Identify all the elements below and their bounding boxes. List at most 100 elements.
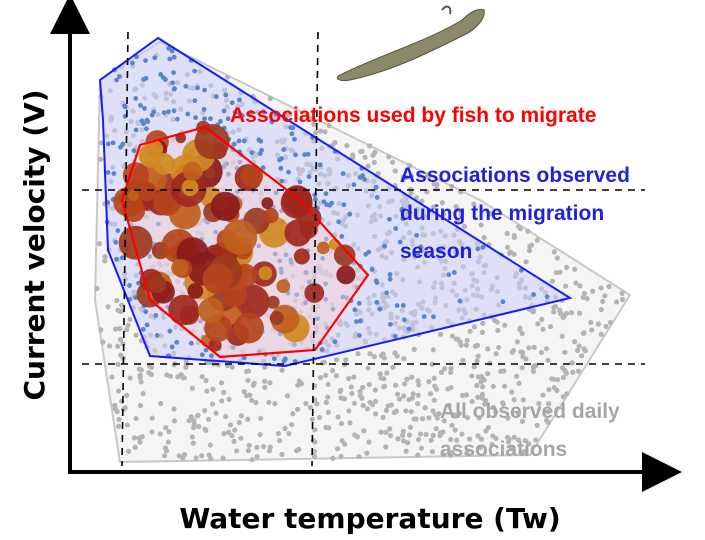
- observation-dot: [266, 399, 272, 406]
- observation-dot: [384, 370, 390, 376]
- observation-dot: [348, 384, 354, 390]
- observation-dot: [260, 444, 267, 450]
- observation-dot: [232, 427, 238, 433]
- season-dot: [392, 333, 398, 339]
- observation-dot: [516, 223, 522, 230]
- season-dot: [279, 178, 285, 184]
- observation-dot: [218, 380, 225, 386]
- observation-dot: [436, 411, 442, 417]
- season-dot: [202, 116, 207, 122]
- observation-dot: [96, 241, 102, 247]
- season-dot: [153, 313, 159, 318]
- observation-dot: [119, 302, 125, 308]
- observation-dot: [400, 428, 407, 434]
- observation-dot: [272, 401, 278, 407]
- observation-dot: [361, 428, 367, 434]
- observation-dot: [415, 392, 421, 398]
- observation-dot: [515, 410, 522, 417]
- observation-dot: [489, 441, 495, 447]
- observation-dot: [536, 400, 542, 407]
- season-dot: [382, 243, 387, 249]
- observation-dot: [190, 440, 196, 446]
- observation-dot: [431, 375, 437, 381]
- observation-dot: [448, 365, 454, 372]
- season-dot: [213, 94, 219, 99]
- observation-dot: [408, 190, 414, 196]
- observation-dot: [588, 319, 594, 326]
- season-dot: [256, 137, 262, 143]
- observation-dot: [392, 168, 398, 174]
- observation-dot: [509, 389, 515, 395]
- observation-dot: [312, 427, 318, 433]
- observation-dot: [546, 401, 552, 407]
- observation-dot: [138, 367, 144, 373]
- observation-dot: [333, 373, 340, 379]
- observation-dot: [115, 423, 122, 429]
- season-dot: [167, 56, 173, 62]
- migration-dot: [181, 179, 199, 197]
- season-dot: [281, 147, 287, 152]
- season-dot: [269, 119, 275, 125]
- season-dot: [133, 96, 139, 101]
- observation-dot: [365, 365, 371, 371]
- season-dot: [271, 356, 277, 362]
- observation-dot: [360, 402, 366, 409]
- observation-dot: [162, 453, 168, 459]
- annotation: associations: [440, 438, 567, 461]
- observation-dot: [530, 368, 537, 374]
- observation-dot: [463, 392, 470, 398]
- observation-dot: [100, 339, 106, 345]
- observation-dot: [479, 373, 485, 380]
- observation-dot: [511, 434, 517, 440]
- observation-dot: [157, 431, 163, 437]
- observation-dot: [511, 397, 517, 403]
- observation-dot: [416, 382, 422, 388]
- season-dot: [377, 306, 383, 312]
- observation-dot: [581, 290, 588, 297]
- migration-dot: [138, 143, 163, 168]
- observation-dot: [464, 337, 470, 343]
- observation-dot: [229, 364, 235, 370]
- observation-dot: [501, 368, 507, 374]
- observation-dot: [249, 457, 255, 463]
- observation-dot: [403, 448, 409, 454]
- observation-dot: [115, 361, 121, 367]
- season-dot: [114, 256, 120, 262]
- observation-dot: [564, 391, 570, 397]
- observation-dot: [508, 446, 514, 452]
- migration-dot: [182, 161, 202, 181]
- observation-dot: [394, 353, 400, 359]
- annotation: season: [400, 240, 472, 263]
- observation-dot: [393, 382, 399, 388]
- observation-dot: [440, 451, 446, 457]
- observation-dot: [401, 393, 407, 399]
- season-dot: [171, 86, 177, 92]
- observation-dot: [543, 346, 550, 352]
- observation-dot: [176, 453, 182, 459]
- observation-dot: [520, 350, 526, 356]
- observation-dot: [380, 414, 386, 420]
- observation-dot: [365, 163, 371, 169]
- observation-dot: [589, 327, 595, 333]
- season-dot: [140, 326, 146, 332]
- season-dot: [218, 119, 223, 124]
- migration-dot: [202, 263, 233, 294]
- observation-dot: [526, 345, 532, 351]
- observation-dot: [449, 183, 455, 189]
- observation-dot: [407, 424, 414, 430]
- observation-dot: [545, 409, 551, 415]
- season-dot: [336, 219, 342, 225]
- observation-dot: [598, 285, 604, 291]
- observation-dot: [459, 392, 466, 398]
- observation-dot: [500, 401, 506, 407]
- observation-dot: [533, 437, 539, 443]
- migration-dot: [208, 338, 222, 352]
- season-dot: [143, 75, 149, 81]
- observation-dot: [303, 401, 309, 407]
- observation-dot: [199, 453, 205, 459]
- observation-dot: [402, 381, 408, 387]
- migration-dot: [233, 313, 264, 344]
- observation-dot: [248, 397, 255, 403]
- observation-dot: [419, 198, 425, 204]
- observation-dot: [335, 414, 341, 420]
